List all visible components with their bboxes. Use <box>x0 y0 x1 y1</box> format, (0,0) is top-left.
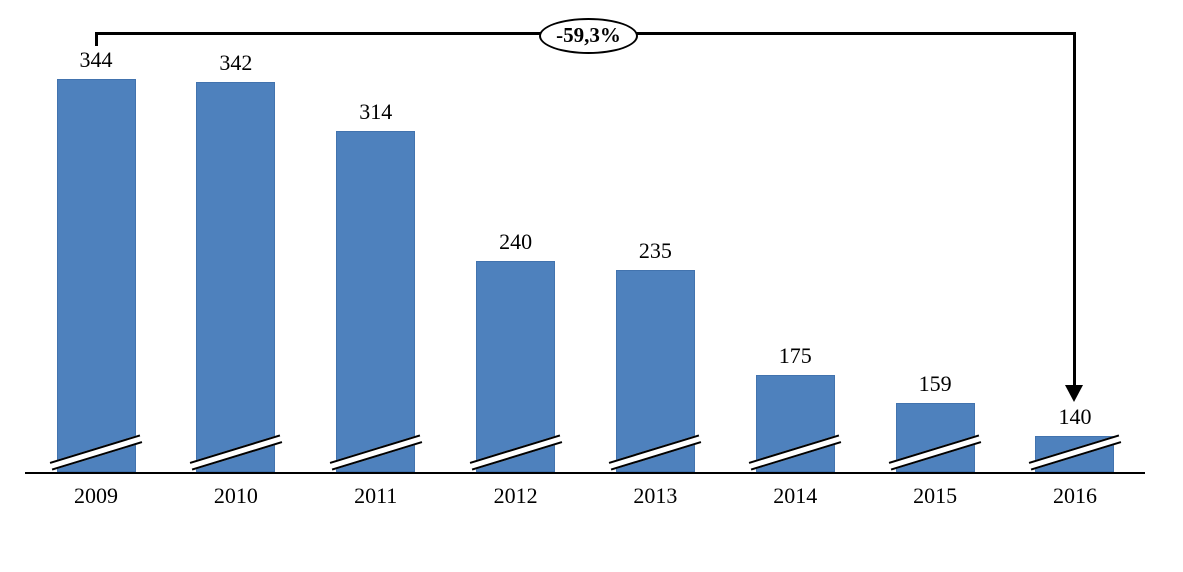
bar-value-label: 235 <box>638 238 672 263</box>
bar-value-label: 240 <box>499 229 533 254</box>
bar-value-label: 344 <box>79 47 113 72</box>
annotation-arrow-shaft <box>1073 32 1076 385</box>
annotation-label: -59,3% <box>556 22 621 47</box>
bar-2009 <box>56 79 136 472</box>
bar-2010 <box>196 82 276 472</box>
bar-value-label: 140 <box>1058 404 1092 429</box>
annotation-ellipse: -59,3% <box>539 18 638 54</box>
x-axis-tick-label: 2015 <box>913 483 958 508</box>
bar-2012 <box>476 261 556 472</box>
x-axis-line <box>25 472 1145 474</box>
x-axis-tick-label: 2014 <box>773 483 818 508</box>
x-axis-tick-label: 2016 <box>1052 483 1097 508</box>
bar-2015 <box>895 403 975 472</box>
bar-value-label: 159 <box>918 371 952 396</box>
x-axis-tick-label: 2011 <box>354 483 398 508</box>
x-axis-tick-label: 2013 <box>633 483 678 508</box>
bar-2011 <box>336 131 416 472</box>
x-axis-tick-label: 2012 <box>493 483 538 508</box>
bar-value-label: 314 <box>359 99 393 124</box>
bar-value-label: 342 <box>219 50 253 75</box>
x-axis-tick-label: 2010 <box>213 483 258 508</box>
bar-value-label: 175 <box>778 343 812 368</box>
x-axis-tick-label: 2009 <box>74 483 118 508</box>
annotation-bracket-left-tick <box>95 32 98 46</box>
arrow-down-icon <box>1065 385 1083 402</box>
